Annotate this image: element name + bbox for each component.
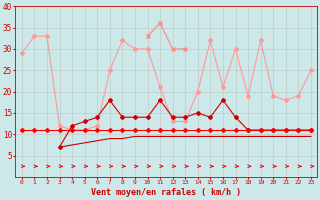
X-axis label: Vent moyen/en rafales ( km/h ): Vent moyen/en rafales ( km/h ) xyxy=(92,188,241,197)
